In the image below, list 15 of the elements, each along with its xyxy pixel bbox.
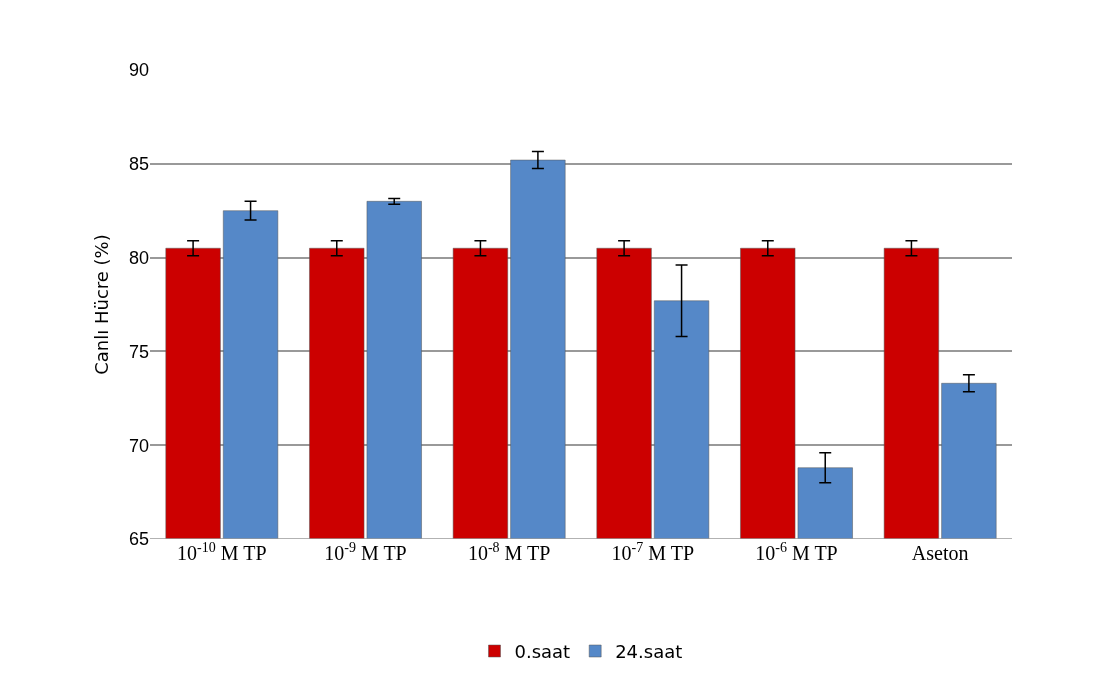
x-tick-label: 10$^{-6}$ M TP xyxy=(755,539,838,564)
x-tick-label: 10$^{-9}$ M TP xyxy=(324,539,407,564)
y-tick-label: 80 xyxy=(128,247,149,268)
y-tick-label: 75 xyxy=(128,341,149,362)
y-axis-title: Canlı Hücre (%) xyxy=(91,234,113,375)
y-tick-label: 90 xyxy=(128,60,149,81)
y-tick-label: 65 xyxy=(128,529,149,550)
x-tick-label: 10$^{-7}$ M TP xyxy=(611,539,695,564)
legend-label: 0.saat xyxy=(514,641,571,663)
x-tick-label: Aseton xyxy=(911,542,969,564)
y-tick-label: 85 xyxy=(128,154,149,175)
legend-label: 24.saat xyxy=(615,641,683,663)
x-tick-label: 10$^{-8}$ M TP xyxy=(467,539,551,564)
x-tick-label: 10$^{-10}$ M TP xyxy=(177,539,267,564)
y-tick-label: 70 xyxy=(128,435,149,456)
